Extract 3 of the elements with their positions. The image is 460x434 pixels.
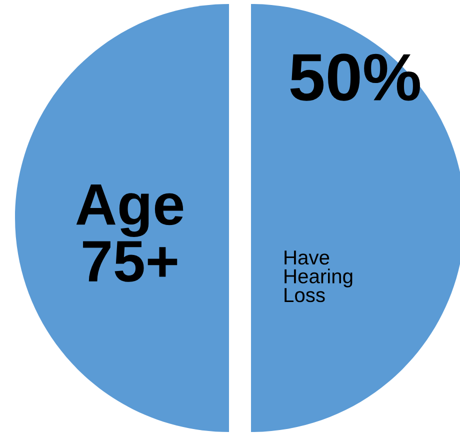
- data-label: 50%: [290, 54, 420, 101]
- slice-label: Have Hearing Loss: [284, 250, 352, 302]
- slice-label: Age 75+: [76, 184, 184, 282]
